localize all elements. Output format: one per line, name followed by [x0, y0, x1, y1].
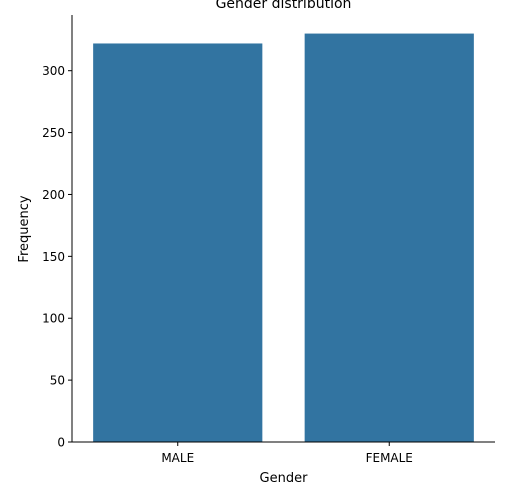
- x-tick-label: MALE: [161, 451, 194, 465]
- x-axis-label: Gender: [260, 471, 309, 486]
- y-tick-label: 100: [42, 312, 65, 326]
- chart-title: Gender distribution: [216, 0, 352, 12]
- x-tick-label: FEMALE: [366, 451, 413, 465]
- y-tick-label: 300: [42, 64, 65, 78]
- y-axis-label: Frequency: [17, 195, 32, 262]
- bar-male: [93, 43, 263, 442]
- y-tick-label: 200: [42, 188, 65, 202]
- bar-female: [304, 33, 474, 442]
- bars-layer: [93, 33, 474, 442]
- y-tick-label: 0: [57, 436, 65, 450]
- x-axis-ticks: MALE FEMALE: [161, 442, 413, 465]
- y-axis-ticks: 0 50 100 150 200 250 300: [42, 64, 72, 450]
- y-tick-label: 250: [42, 126, 65, 140]
- y-tick-label: 50: [50, 374, 65, 388]
- y-tick-label: 150: [42, 250, 65, 264]
